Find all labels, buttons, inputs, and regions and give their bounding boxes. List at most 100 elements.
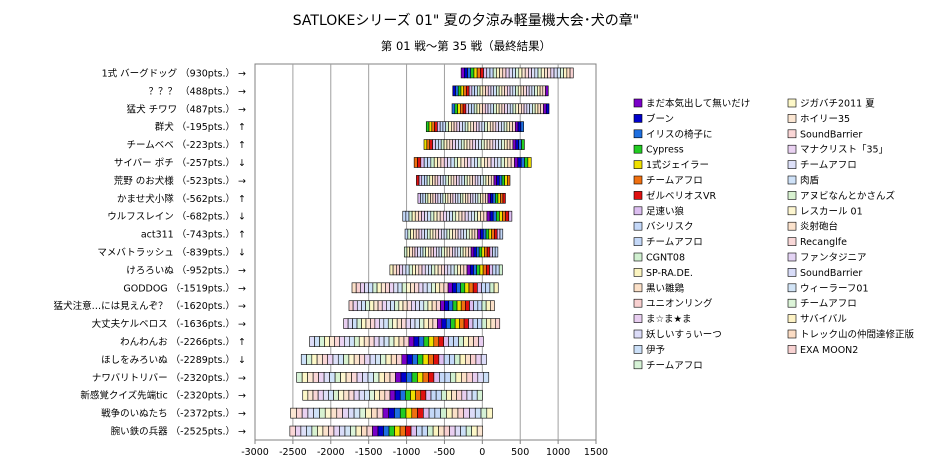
bar-segment [419, 318, 425, 329]
legend-swatch [787, 329, 797, 339]
bar-segment [509, 103, 514, 115]
bar-segment [444, 264, 449, 276]
bar-segment [462, 103, 467, 115]
bar-segment [506, 139, 511, 150]
bar-segment [521, 103, 525, 115]
bar-segment [481, 139, 485, 150]
bar-segment [427, 228, 431, 240]
bar-segment [460, 103, 464, 115]
bar-segment [471, 425, 478, 437]
bar-segment [405, 264, 410, 276]
bar-segment [556, 67, 561, 79]
legend-swatch [787, 175, 797, 185]
bar-segment [452, 139, 456, 150]
bar-segment [497, 157, 502, 168]
bar-row [403, 246, 499, 258]
legend-label: 伊予 [646, 344, 666, 356]
bar-segment [524, 67, 529, 79]
bar-segment [427, 300, 433, 312]
bar-segment [420, 389, 427, 401]
bar-segment [418, 228, 423, 240]
bar-segment [451, 389, 457, 401]
bar-segment [453, 336, 459, 347]
bar-segment [566, 67, 571, 79]
bar-segment [486, 67, 491, 79]
bar-segment [477, 372, 484, 383]
bar-segment [468, 246, 472, 258]
bar-segment [467, 210, 472, 222]
bar-segment [439, 210, 444, 222]
bar-segment [460, 85, 464, 97]
bar-segment [427, 210, 432, 222]
bar-segment [480, 175, 484, 186]
legend-swatch [633, 206, 643, 216]
bar-segment [474, 157, 478, 168]
bar-segment [401, 282, 407, 294]
bar-segment [469, 300, 474, 312]
bar-segment [411, 407, 418, 419]
bar-segment [464, 67, 468, 79]
bar-segment [409, 246, 413, 258]
bar-segment [433, 246, 437, 258]
bar-segment [427, 354, 434, 365]
bar-segment [534, 103, 539, 115]
bar-segment [374, 389, 381, 401]
legend-swatch [633, 268, 643, 277]
bar-segment [415, 300, 420, 312]
legend-swatch [633, 221, 643, 231]
bar-segment [418, 336, 425, 347]
bar-segment [515, 139, 519, 150]
bar-segment [396, 264, 400, 276]
bar-segment [482, 264, 487, 276]
legend-swatch [787, 160, 797, 169]
x-tick-label: -1000 [393, 447, 421, 458]
bar-segment [464, 282, 470, 294]
bar-segment [300, 425, 307, 437]
bar-segment [318, 372, 325, 383]
bar-segment [452, 246, 456, 258]
bar-segment [515, 67, 520, 79]
bar-segment [329, 336, 335, 347]
bar-segment [374, 318, 380, 329]
row-label: わんわんお （-2266pts.） ↑ [120, 336, 246, 348]
bar-segment [446, 210, 450, 222]
bar-segment [545, 85, 549, 97]
bar-segment [389, 282, 395, 294]
legend-label: 黒い雛鶏 [646, 282, 685, 294]
bar-segment [427, 425, 434, 437]
bar-segment [489, 210, 494, 222]
bar-segment [361, 300, 366, 312]
bar-segment [501, 175, 505, 186]
bar-segment [459, 318, 465, 329]
bar-segment [441, 264, 445, 276]
bar-segment [443, 139, 448, 150]
bar-segment [524, 157, 529, 168]
bar-segment [426, 175, 431, 186]
bar-segment [458, 175, 463, 186]
bar-segment [514, 157, 519, 168]
bar-segment [406, 354, 413, 365]
bar-segment [412, 246, 416, 258]
bar-segment [480, 157, 485, 168]
bar-segment [460, 228, 464, 240]
bar-segment [440, 407, 447, 419]
bar-segment [528, 85, 533, 97]
bar-segment [407, 228, 411, 240]
bar-segment [489, 246, 493, 258]
row-label: 猛犬 チワワ （487pts.） → [127, 103, 246, 115]
bar-segment [337, 354, 344, 365]
legend-label: チームアフロ [646, 237, 703, 248]
bar-segment [421, 228, 425, 240]
x-tick-label: 1000 [546, 447, 570, 458]
bar-segment [483, 67, 488, 79]
bar-segment [436, 246, 440, 258]
bar-segment [408, 210, 413, 222]
legend-swatch [633, 314, 643, 323]
bar-segment [388, 336, 395, 347]
bar-segment [472, 282, 478, 294]
bar-segment [465, 354, 471, 365]
bar-segment [316, 354, 323, 365]
bar-segment [435, 300, 441, 312]
row-label: 荒野 のお犬様 （-523pts.） → [114, 175, 246, 187]
bar-segment [322, 354, 328, 365]
